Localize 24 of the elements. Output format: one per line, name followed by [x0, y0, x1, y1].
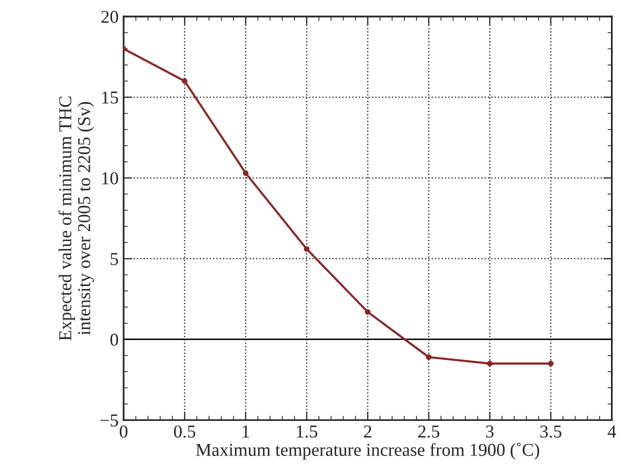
- x-tick-label: 3.5: [540, 426, 562, 438]
- y-tick-label: 15: [102, 92, 118, 104]
- point: [548, 360, 554, 366]
- x-tick-label: 2.5: [418, 426, 440, 438]
- point: [182, 78, 188, 84]
- y-tick-label: −5: [100, 414, 118, 427]
- x-tick-label: 4: [608, 426, 616, 438]
- point: [426, 354, 432, 360]
- y-tick-label: 10: [102, 172, 118, 184]
- x-tick-label: 0.5: [174, 425, 196, 438]
- x-tick-label: 3: [486, 426, 494, 438]
- y-tick-label: 0: [110, 334, 118, 346]
- x-axis-title: Maximum temperature increase from 1900 (˚C): [196, 442, 540, 460]
- y-axis-title: Expected value of minimum THC intensity over 2005 to 2205 (Sv): [58, 96, 94, 340]
- point: [364, 309, 370, 315]
- x-tick-label: 1: [242, 426, 250, 438]
- point: [486, 360, 493, 366]
- point: [242, 170, 248, 176]
- point: [304, 246, 310, 252]
- y-tick-label: 5: [110, 253, 118, 266]
- x-tick-label: 0: [120, 425, 128, 438]
- x-tick-label: 2: [364, 426, 372, 438]
- x-tick-label: 1.5: [296, 426, 318, 438]
- y-tick-label: 20: [101, 10, 118, 23]
